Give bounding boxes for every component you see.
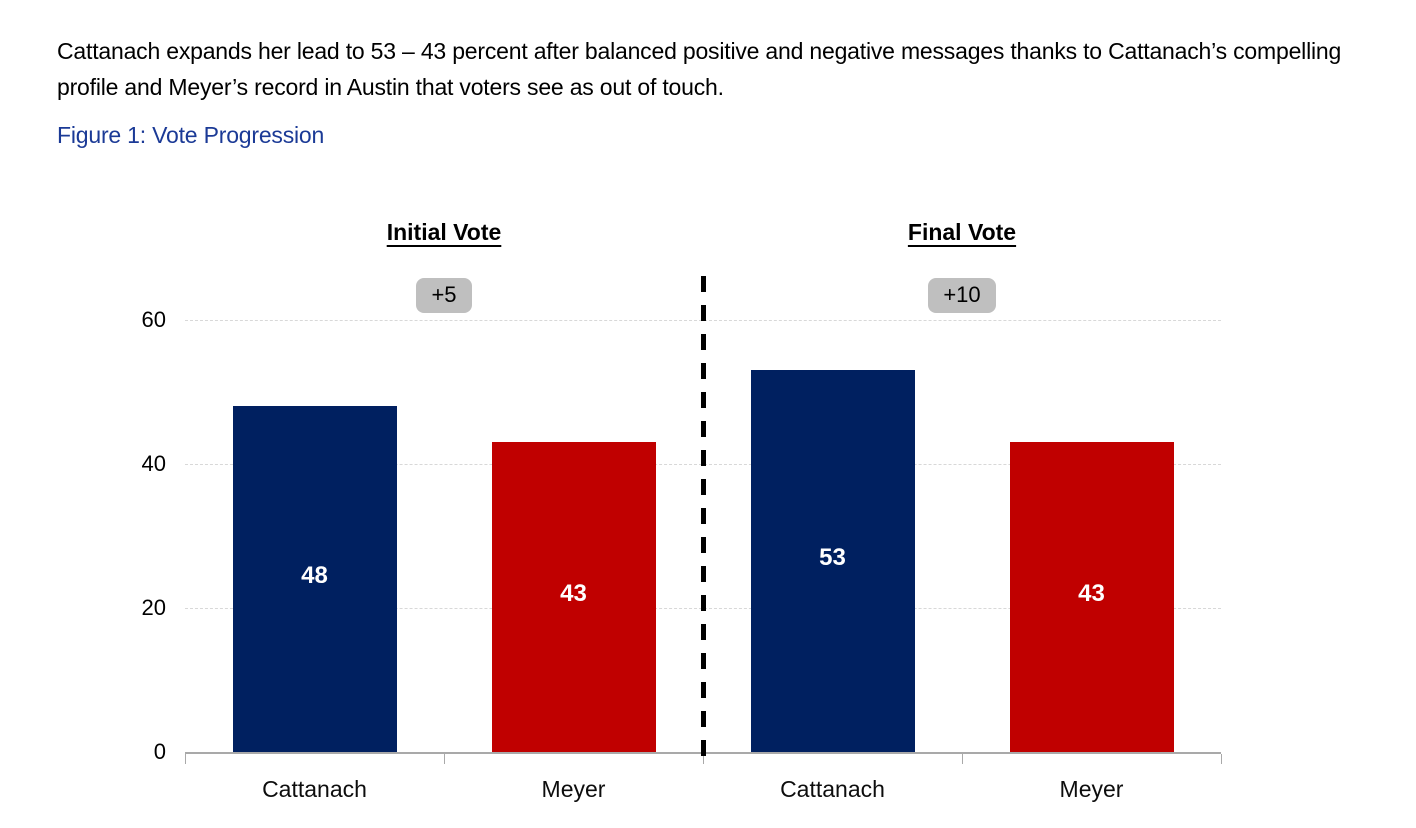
axis-tick [444,754,445,764]
bar-meyer-2: 43 [1009,442,1174,752]
bar-value-label: 53 [819,544,846,571]
y-axis-label: 40 [141,451,166,476]
group-header-label: Final Vote [907,219,1017,245]
bar-meyer-1: 43 [491,442,656,752]
change-badge: +10 [928,278,996,313]
bar-value-label: 43 [560,580,587,607]
category-label: Meyer [541,776,606,802]
bar-cattanach-1: 48 [232,406,397,752]
change-badge-wrap: +10 [862,278,1062,313]
bar-value-label: 43 [1078,580,1105,607]
axis-tick [962,754,963,764]
change-badge: +5 [416,278,472,313]
category-label: Cattanach [780,776,885,802]
axis-tick [1221,754,1222,764]
category-label: Meyer [1059,776,1124,802]
axis-tick [185,754,186,764]
group-header-label: Initial Vote [386,219,502,245]
intro-paragraph: Cattanach expands her lead to 53 – 43 pe… [57,38,1342,100]
y-axis-label: 20 [141,595,166,620]
y-axis-label: 0 [153,739,166,764]
category-label: Cattanach [262,776,367,802]
group-header: Initial Vote [294,219,594,246]
group-header: Final Vote [812,219,1112,246]
figure-caption: Figure 1: Vote Progression [57,122,325,148]
group-divider [701,276,706,764]
bar-value-label: 48 [301,562,328,589]
y-axis-label: 60 [141,307,166,332]
bar-cattanach-2: 53 [750,370,915,752]
change-badge-wrap: +5 [344,278,544,313]
